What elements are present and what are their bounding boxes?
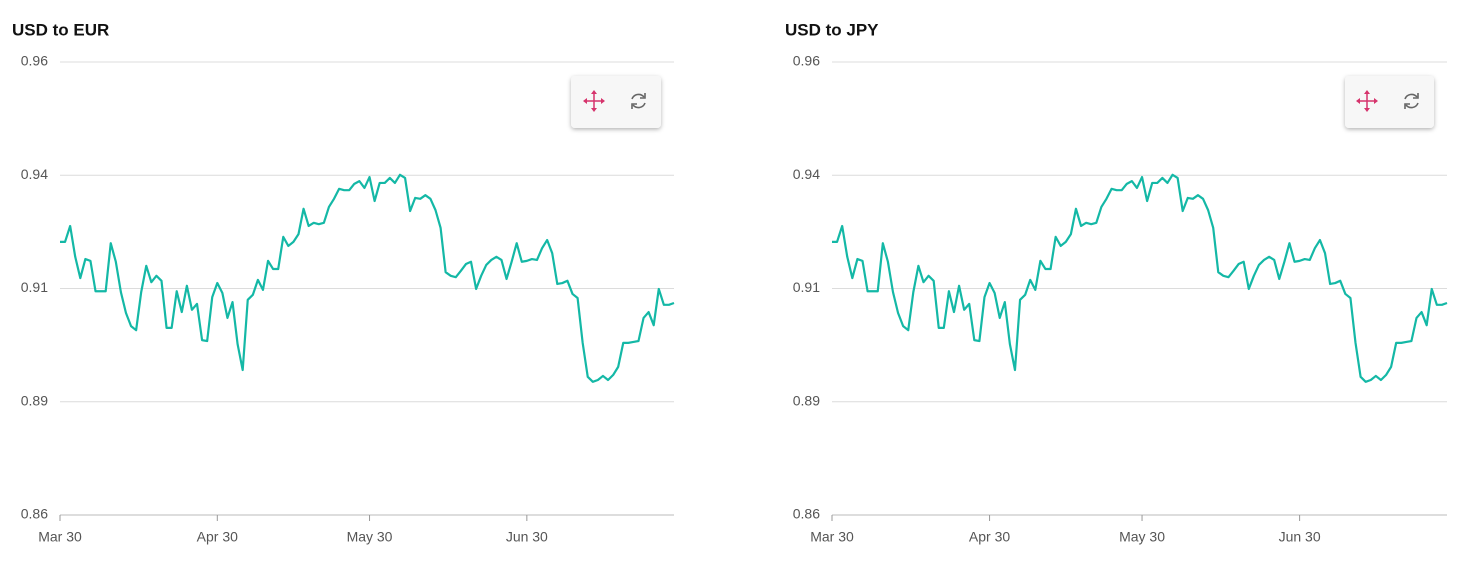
chart-title: USD to EUR xyxy=(12,20,109,39)
y-tick-label: 0.96 xyxy=(21,53,48,69)
x-tick-label: Apr 30 xyxy=(197,529,238,545)
toolbar-box xyxy=(1345,76,1434,128)
x-tick-label: May 30 xyxy=(347,529,393,545)
reset-button[interactable] xyxy=(1404,93,1419,109)
chart: USD to EUR 0.86 0.89 0.91 0.94 0.96 Mar 30 Apr … xyxy=(12,20,675,545)
x-tick-label: Apr 30 xyxy=(969,529,1010,545)
toolbar xyxy=(571,76,661,128)
x-tick-label: Mar 30 xyxy=(810,529,854,545)
line-series xyxy=(832,173,1448,383)
toolbar xyxy=(1345,76,1434,128)
y-tick-label: 0.94 xyxy=(21,166,48,182)
y-tick-label: 0.91 xyxy=(793,279,820,295)
y-tick-label: 0.89 xyxy=(793,392,820,408)
y-tick-label: 0.89 xyxy=(21,392,48,408)
x-tick-label: Mar 30 xyxy=(38,529,82,545)
chart: USD to JPY 0.86 0.89 0.91 0.94 0.96 Mar 30 Apr … xyxy=(785,20,1448,545)
toolbar-box xyxy=(571,76,661,128)
y-tick-label: 0.96 xyxy=(793,53,820,69)
x-tick-label: Jun 30 xyxy=(1279,529,1321,545)
reset-button[interactable] xyxy=(631,93,646,109)
line-series xyxy=(60,173,675,383)
y-tick-label: 0.91 xyxy=(21,279,48,295)
pan-button[interactable] xyxy=(583,90,605,112)
chart-title: USD to JPY xyxy=(785,20,879,39)
x-tick-label: May 30 xyxy=(1119,529,1165,545)
pan-button[interactable] xyxy=(1356,90,1378,112)
x-tick-label: Jun 30 xyxy=(506,529,548,545)
y-tick-label: 0.86 xyxy=(793,506,820,522)
y-tick-label: 0.94 xyxy=(793,166,820,182)
y-tick-label: 0.86 xyxy=(21,506,48,522)
